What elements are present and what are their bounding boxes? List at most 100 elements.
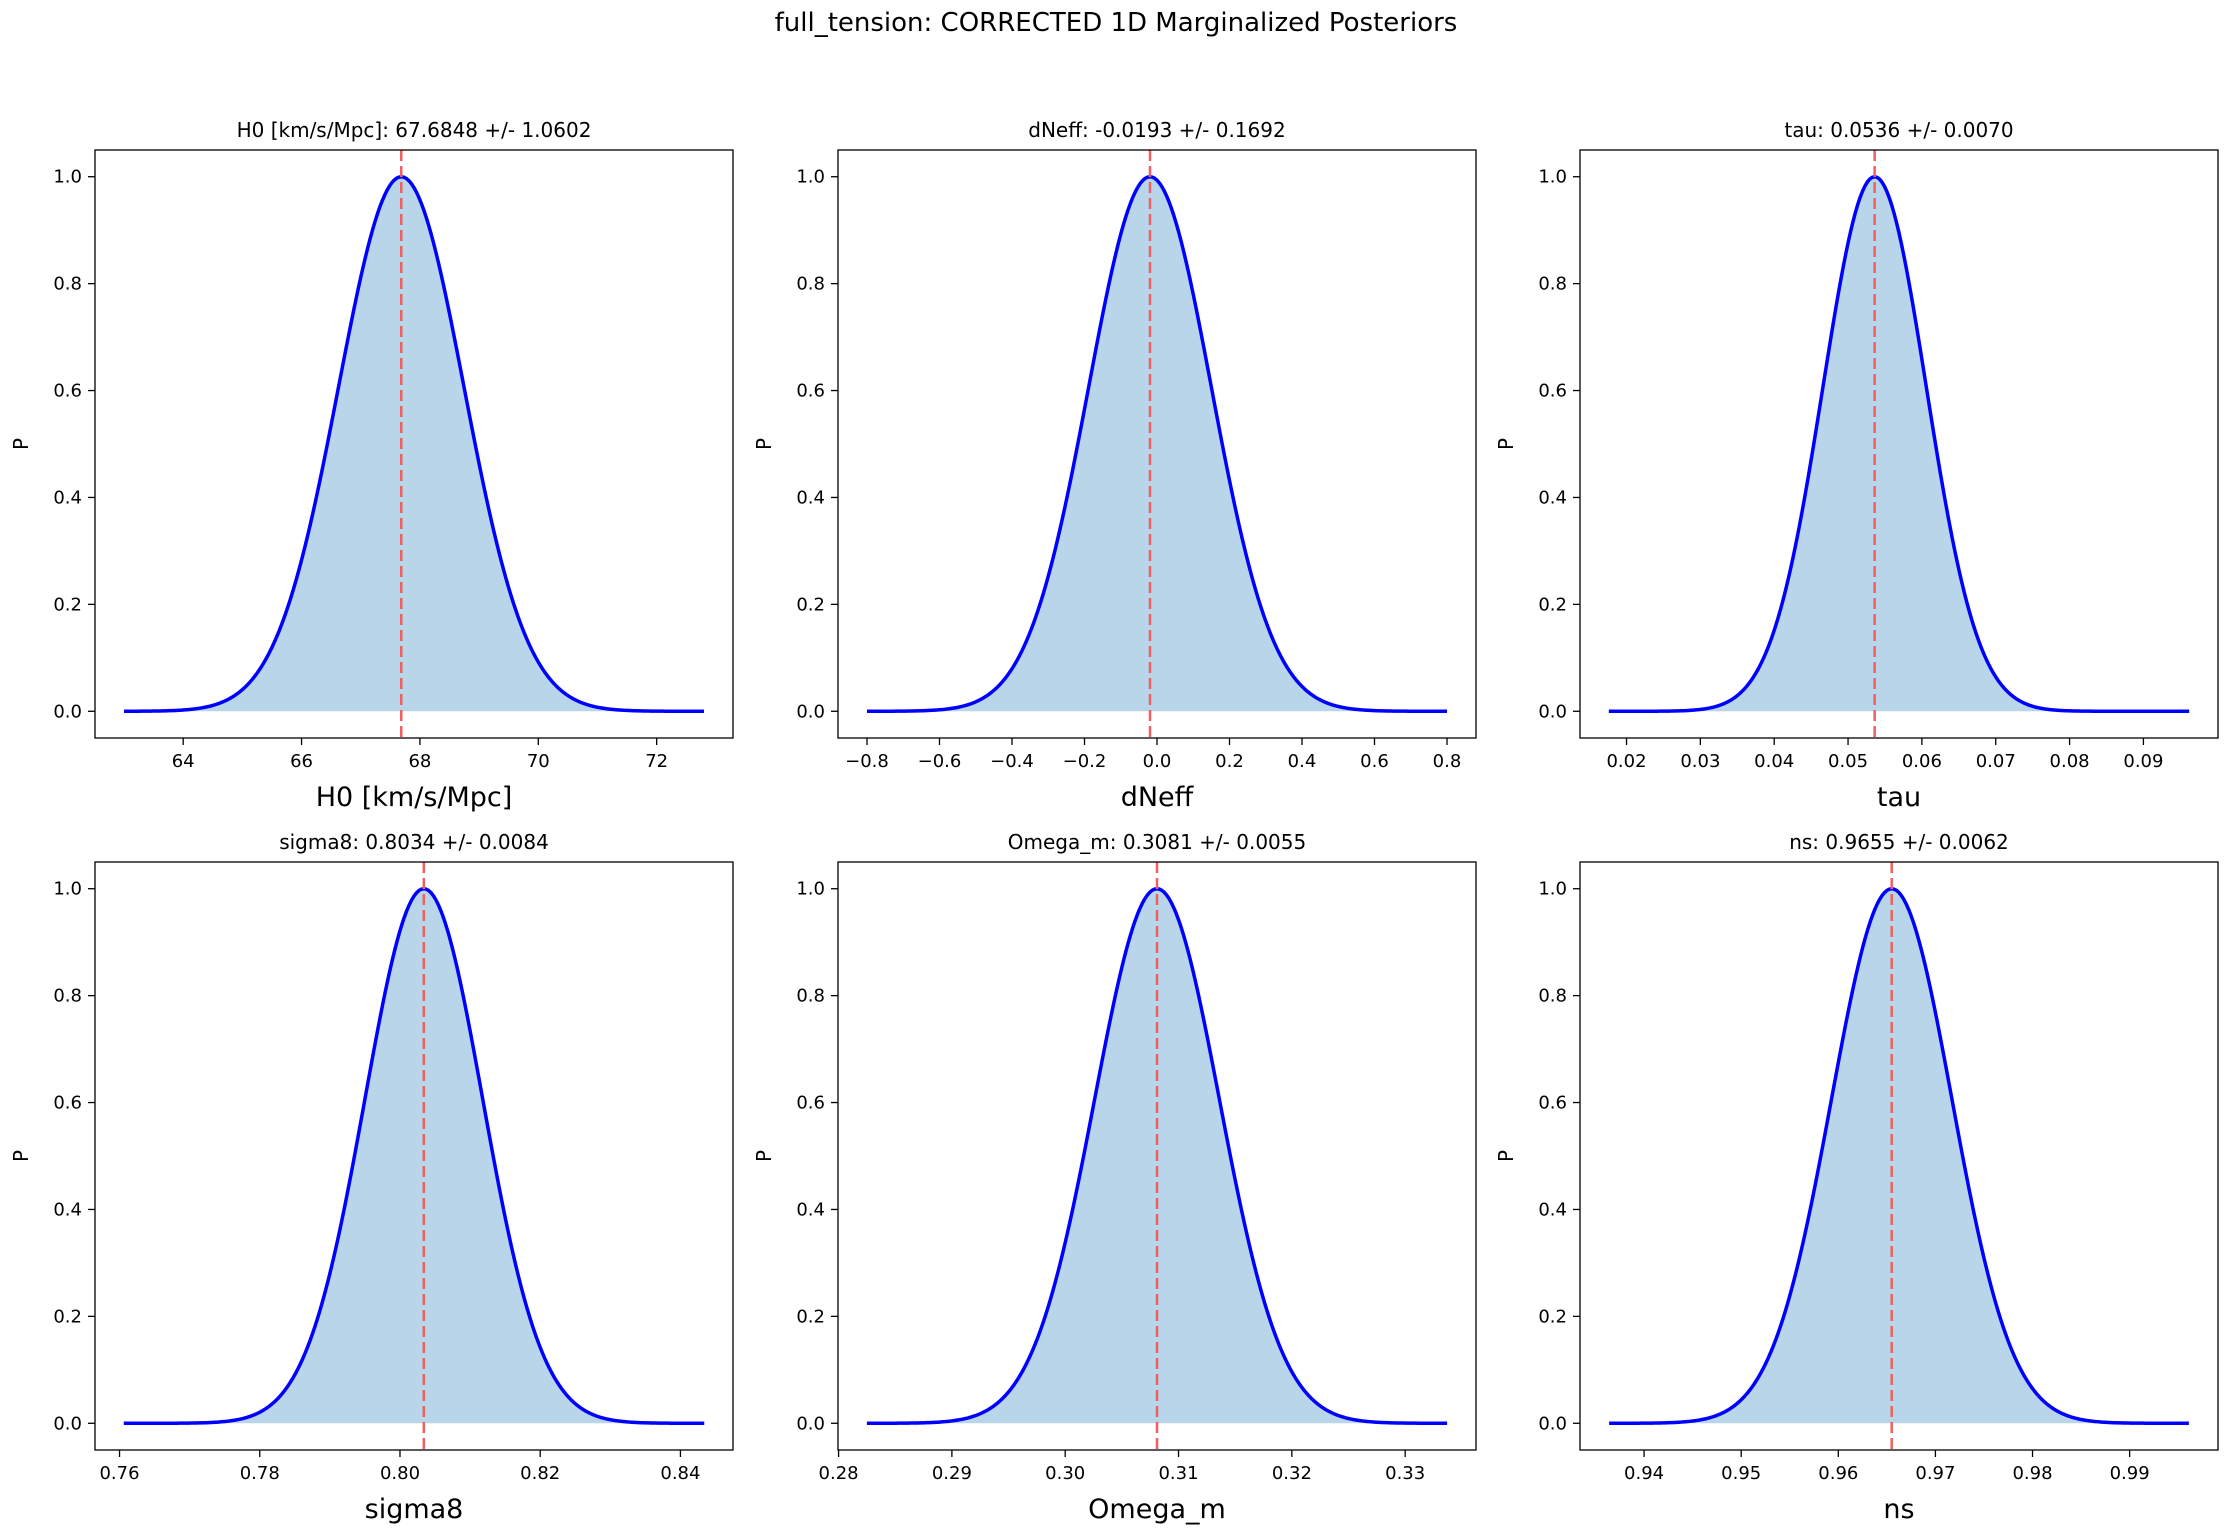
x-tick-label: 70	[527, 751, 550, 772]
x-tick-label: −0.8	[845, 751, 889, 772]
y-tick-label: 0.4	[53, 487, 82, 508]
y-tick-label: 0.0	[53, 1413, 82, 1434]
y-tick-label: 0.8	[53, 986, 82, 1007]
y-tick-label: 0.8	[796, 274, 825, 295]
x-tick-label: −0.4	[990, 751, 1034, 772]
x-tick-label: 0.33	[1385, 1463, 1425, 1484]
x-axis-label: tau	[1877, 782, 1921, 813]
y-tick-label: 1.0	[53, 879, 82, 900]
x-tick-label: −0.2	[1063, 751, 1107, 772]
posterior-panel-5: 0.28 0.29 0.30 0.31 0.32 0.33 0.0 0.2 0.4 0.6 0.8 1…	[752, 830, 1477, 1525]
x-axis-label: sigma8	[365, 1494, 464, 1525]
x-tick-label: 0.4	[1288, 751, 1317, 772]
x-tick-label: 0.02	[1606, 751, 1646, 772]
x-tick-label: 0.05	[1828, 751, 1868, 772]
posterior-panel-2: −0.8 −0.6 −0.4 −0.2 0.0 0.2 0.4 0.6 0.8 0.0 0.2 0.4…	[752, 118, 1477, 813]
x-tick-label: 0.31	[1158, 1463, 1198, 1484]
posterior-curve	[123, 886, 705, 1426]
x-axis-label: Omega_m	[1088, 1494, 1226, 1525]
x-tick-label: 0.30	[1045, 1463, 1085, 1484]
posterior-panel-3: 0.02 0.03 0.04 0.05 0.06 0.07 0.08 0.09 0.0 0.2 0.…	[1494, 118, 2219, 813]
x-tick-label: 0.98	[2012, 1463, 2052, 1484]
y-tick-label: 1.0	[796, 167, 825, 188]
x-tick-label: 0.82	[520, 1463, 560, 1484]
y-tick-label: 0.0	[796, 701, 825, 722]
x-tick-label: 0.78	[240, 1463, 280, 1484]
figure-title: full_tension: CORRECTED 1D Marginalized …	[774, 8, 1458, 38]
posterior-panel-4: 0.76 0.78 0.80 0.82 0.84 0.0 0.2 0.4 0.6 0.8 1.0 si…	[9, 830, 734, 1525]
x-tick-label: 0.96	[1818, 1463, 1858, 1484]
posterior-curve	[867, 174, 1447, 714]
x-tick-label: 66	[290, 751, 313, 772]
y-tick-label: 0.0	[53, 701, 82, 722]
y-tick-label: 0.8	[53, 274, 82, 295]
panel-title: Omega_m: 0.3081 +/- 0.0055	[1008, 830, 1306, 854]
x-axis-label: ns	[1883, 1494, 1914, 1525]
posterior-curve	[1608, 174, 2190, 714]
x-tick-label: 0.0	[1143, 751, 1172, 772]
x-tick-label: 0.76	[99, 1463, 139, 1484]
y-tick-label: 0.4	[796, 487, 825, 508]
y-tick-label: 0.4	[1538, 1199, 1567, 1220]
y-tick-label: 0.2	[1538, 594, 1567, 615]
y-tick-label: 0.8	[1538, 274, 1567, 295]
posterior-fill	[867, 176, 1447, 712]
y-tick-label: 0.0	[1538, 1413, 1567, 1434]
y-tick-label: 0.0	[796, 1413, 825, 1434]
y-tick-label: 0.4	[1538, 487, 1567, 508]
y-axis-label: P	[9, 1150, 33, 1162]
y-tick-label: 0.6	[53, 381, 82, 402]
y-tick-label: 1.0	[1538, 879, 1567, 900]
x-tick-label: 64	[172, 751, 195, 772]
posterior-fill	[124, 176, 704, 712]
x-tick-label: 0.80	[380, 1463, 420, 1484]
x-tick-label: 0.03	[1680, 751, 1720, 772]
y-tick-label: 0.2	[53, 1306, 82, 1327]
x-tick-label: 0.94	[1624, 1463, 1664, 1484]
y-tick-label: 0.8	[1538, 986, 1567, 1007]
x-tick-label: 0.97	[1915, 1463, 1955, 1484]
x-tick-label: 0.08	[2050, 751, 2090, 772]
x-tick-label: 0.95	[1721, 1463, 1761, 1484]
x-tick-label: 0.99	[2110, 1463, 2150, 1484]
axes-frame	[94, 861, 734, 1451]
y-tick-label: 0.6	[796, 1093, 825, 1114]
y-axis-label: P	[752, 438, 776, 450]
y-tick-label: 1.0	[796, 879, 825, 900]
x-tick-label: 0.84	[660, 1463, 700, 1484]
panel-title: tau: 0.0536 +/- 0.0070	[1784, 118, 2013, 142]
x-tick-label: 0.8	[1433, 751, 1462, 772]
panel-title: sigma8: 0.8034 +/- 0.0084	[279, 830, 549, 854]
x-tick-label: 0.09	[2123, 751, 2163, 772]
posterior-curve	[124, 175, 704, 714]
x-axis-label: H0 [km/s/Mpc]	[316, 782, 513, 813]
x-tick-label: 0.32	[1272, 1463, 1312, 1484]
axes-frame	[94, 149, 734, 739]
x-tick-label: 0.06	[1902, 751, 1942, 772]
x-tick-label: 68	[408, 751, 431, 772]
y-tick-label: 0.2	[796, 1306, 825, 1327]
x-tick-label: 0.07	[1976, 751, 2016, 772]
x-tick-label: −0.6	[918, 751, 962, 772]
posterior-curve	[1609, 886, 2189, 1426]
x-tick-label: 0.6	[1360, 751, 1389, 772]
y-tick-label: 0.0	[1538, 701, 1567, 722]
y-axis-label: P	[1494, 438, 1518, 450]
axes-frame	[1579, 149, 2219, 739]
y-tick-label: 1.0	[53, 167, 82, 188]
x-tick-label: 0.2	[1215, 751, 1244, 772]
y-axis-label: P	[1494, 1150, 1518, 1162]
axes-frame	[837, 861, 1477, 1451]
y-tick-label: 0.8	[796, 986, 825, 1007]
posterior-fill	[123, 888, 705, 1424]
y-tick-label: 0.2	[1538, 1306, 1567, 1327]
y-tick-label: 1.0	[1538, 167, 1567, 188]
x-tick-label: 0.28	[819, 1463, 859, 1484]
posterior-panel-1: 64 66 68 70 72 0.0 0.2 0.4 0.6 0.8 1.0 H0 [km/s/Mpc…	[9, 118, 734, 813]
x-tick-label: 0.29	[932, 1463, 972, 1484]
x-axis-label: dNeff	[1121, 782, 1195, 813]
y-tick-label: 0.6	[53, 1093, 82, 1114]
y-tick-label: 0.6	[796, 381, 825, 402]
x-tick-label: 0.04	[1754, 751, 1794, 772]
